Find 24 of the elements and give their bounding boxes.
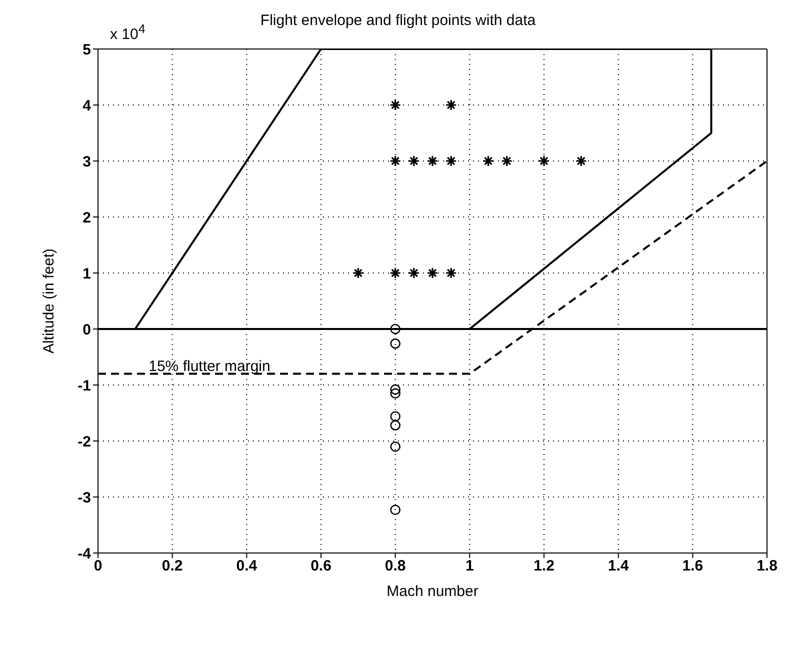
x-tick-label: 1 xyxy=(465,558,474,575)
y-tick-label: 2 xyxy=(82,209,91,226)
x-tick-label: 0.8 xyxy=(384,558,406,575)
x-axis-title: Mach number xyxy=(386,583,478,600)
chart-title: Flight envelope and flight points with data xyxy=(260,12,536,29)
x-tick-label: 0.2 xyxy=(162,558,183,575)
y-tick-label: 4 xyxy=(82,97,92,114)
y-tick-label: 1 xyxy=(82,265,91,282)
x-tick-label: 1.2 xyxy=(534,558,554,575)
text: x 10$^{4}$ xyxy=(110,22,146,43)
y-tick-label: -3 xyxy=(78,489,91,506)
y-tick-label: 0 xyxy=(82,321,91,338)
y-axis-title: Altitude (in feet) xyxy=(40,248,58,354)
y-tick-label: -4 xyxy=(78,545,92,562)
x-tick-label: 1.8 xyxy=(756,558,778,575)
x-tick-label: 1.4 xyxy=(608,558,630,575)
y-tick-label: -1 xyxy=(78,377,91,394)
y-tick-label: -2 xyxy=(78,433,91,450)
x-tick-label: 1.6 xyxy=(682,558,704,575)
annotation: 15% flutter margin xyxy=(148,358,270,375)
x-tick-label: 0.4 xyxy=(236,558,258,575)
x-tick-label: 0.6 xyxy=(310,558,332,575)
y-tick-label: 3 xyxy=(82,153,91,170)
y-tick-label: 5 xyxy=(82,41,91,58)
